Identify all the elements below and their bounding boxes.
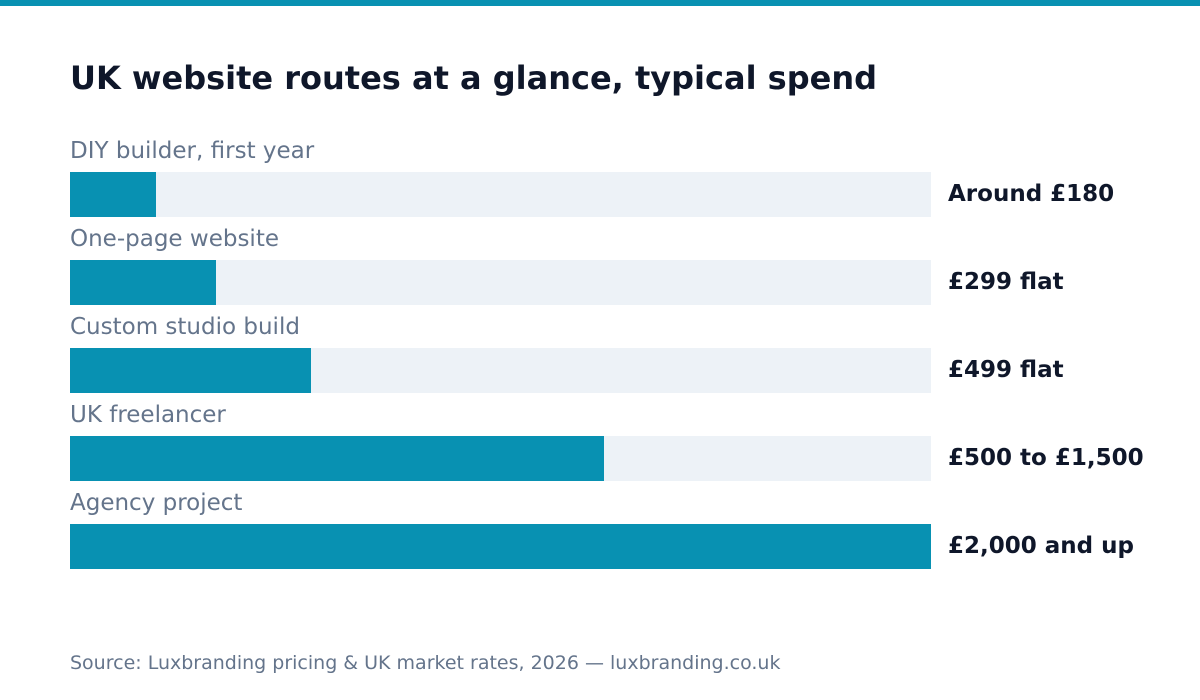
chart-title: UK website routes at a glance, typical s…	[70, 59, 878, 97]
bar-row: UK freelancer £500 to £1,500	[0, 400, 1200, 488]
category-label: Agency project	[70, 490, 243, 516]
category-label: UK freelancer	[70, 402, 226, 428]
value-label: £499 flat	[948, 357, 1064, 383]
bar-row: Custom studio build £499 flat	[0, 312, 1200, 400]
top-accent-stripe	[0, 0, 1200, 6]
bar-track	[70, 524, 931, 569]
category-label: One-page website	[70, 226, 279, 252]
bar-track	[70, 348, 931, 393]
value-label: £299 flat	[948, 269, 1064, 295]
bar-track	[70, 172, 931, 217]
bar-track	[70, 436, 931, 481]
bar	[70, 436, 604, 481]
bar	[70, 260, 216, 305]
category-label: DIY builder, first year	[70, 138, 315, 164]
bar-row: DIY builder, first year Around £180	[0, 136, 1200, 224]
bar	[70, 348, 311, 393]
bar-row: Agency project £2,000 and up	[0, 488, 1200, 576]
bar	[70, 172, 156, 217]
category-label: Custom studio build	[70, 314, 300, 340]
bar-row: One-page website £299 flat	[0, 224, 1200, 312]
bar-track	[70, 260, 931, 305]
value-label: £2,000 and up	[948, 533, 1134, 559]
source-note: Source: Luxbranding pricing & UK market …	[70, 652, 781, 674]
value-label: Around £180	[948, 181, 1115, 207]
bar	[70, 524, 931, 569]
value-label: £500 to £1,500	[948, 445, 1144, 471]
